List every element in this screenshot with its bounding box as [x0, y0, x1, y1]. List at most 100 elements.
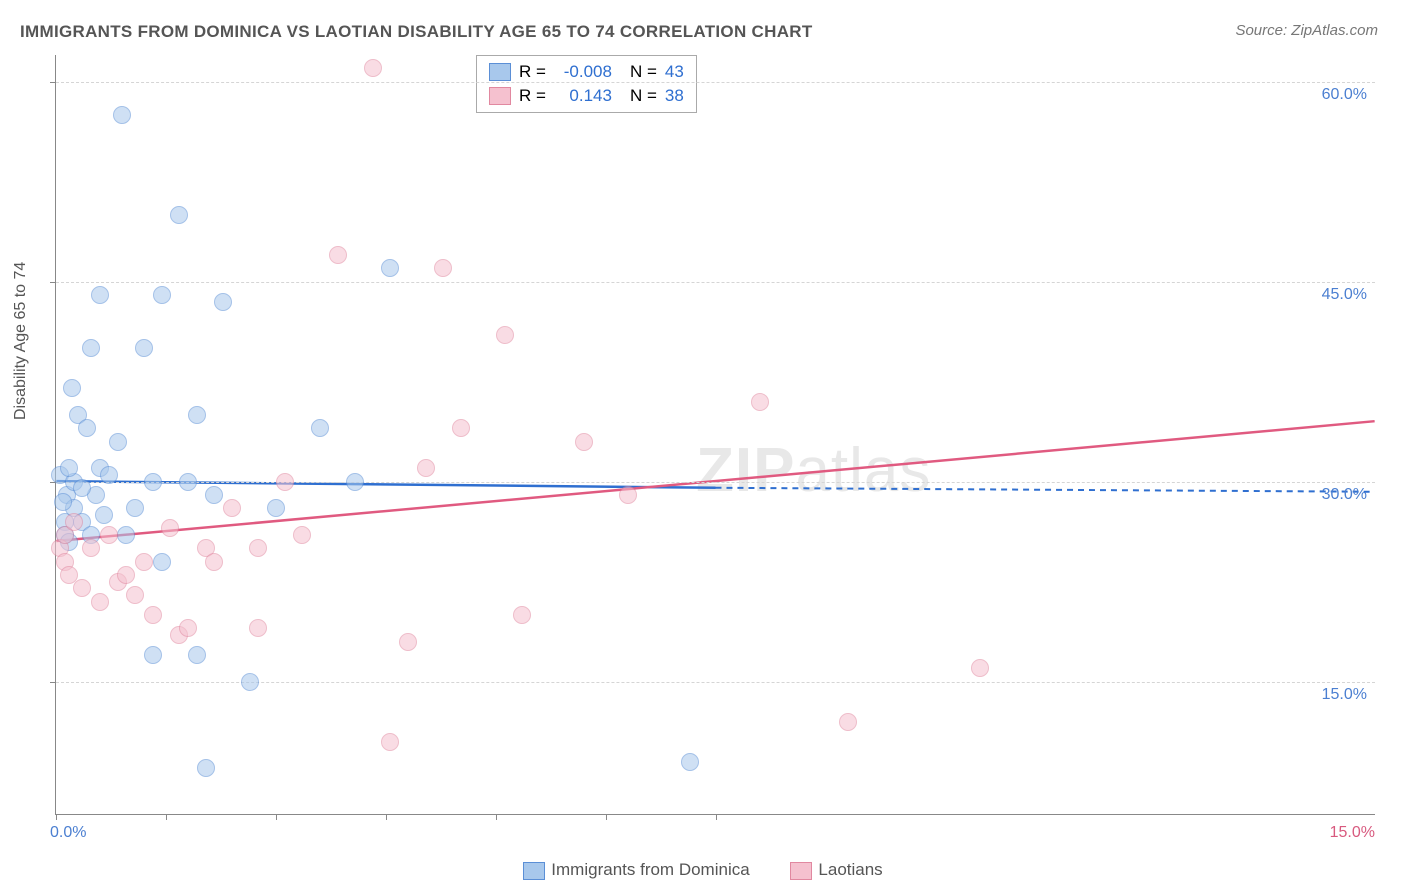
chart-title: IMMIGRANTS FROM DOMINICA VS LAOTIAN DISA…: [20, 22, 813, 42]
data-point: [91, 593, 109, 611]
y-tick-label: 60.0%: [1322, 86, 1367, 104]
y-tick-label: 30.0%: [1322, 486, 1367, 504]
legend-row-dominica: R = -0.008 N = 43: [489, 60, 684, 84]
x-tick-mark: [716, 814, 717, 820]
data-point: [82, 539, 100, 557]
correlation-legend: R = -0.008 N = 43 R = 0.143 N = 38: [476, 55, 697, 113]
data-point: [241, 673, 259, 691]
data-point: [575, 433, 593, 451]
data-point: [267, 499, 285, 517]
y-tick-mark: [50, 82, 56, 83]
data-point: [417, 459, 435, 477]
data-point: [144, 473, 162, 491]
x-tick-mark: [496, 814, 497, 820]
data-point: [73, 479, 91, 497]
r-label: R =: [519, 86, 546, 106]
data-point: [135, 553, 153, 571]
data-point: [60, 459, 78, 477]
chart-container: IMMIGRANTS FROM DOMINICA VS LAOTIAN DISA…: [0, 0, 1406, 892]
data-point: [95, 506, 113, 524]
x-origin-label: 0.0%: [50, 824, 86, 842]
watermark-rest: atlas: [795, 436, 931, 505]
data-point: [293, 526, 311, 544]
data-point: [381, 733, 399, 751]
legend-item-dominica: Immigrants from Dominica: [523, 860, 754, 879]
swatch-laotians-icon: [790, 862, 812, 880]
x-tick-mark: [276, 814, 277, 820]
data-point: [117, 566, 135, 584]
data-point: [223, 499, 241, 517]
swatch-dominica-icon: [523, 862, 545, 880]
x-tick-mark: [56, 814, 57, 820]
data-point: [249, 539, 267, 557]
data-point: [117, 526, 135, 544]
gridline: [56, 82, 1375, 83]
data-point: [681, 753, 699, 771]
data-point: [179, 473, 197, 491]
plot-area: ZIPatlas R = -0.008 N = 43 R = 0.143 N =…: [55, 55, 1375, 815]
r-label: R =: [519, 62, 546, 82]
data-point: [751, 393, 769, 411]
legend-row-laotians: R = 0.143 N = 38: [489, 84, 684, 108]
x-tick-mark: [166, 814, 167, 820]
r-value-laotians: 0.143: [554, 86, 612, 106]
data-point: [197, 759, 215, 777]
data-point: [205, 486, 223, 504]
data-point: [161, 519, 179, 537]
gridline: [56, 482, 1375, 483]
r-value-dominica: -0.008: [554, 62, 612, 82]
data-point: [113, 106, 131, 124]
n-value-dominica: 43: [665, 62, 684, 82]
trendlines-svg: [56, 55, 1375, 814]
x-max-label: 15.0%: [1330, 824, 1375, 842]
data-point: [78, 419, 96, 437]
data-point: [311, 419, 329, 437]
data-point: [144, 606, 162, 624]
data-point: [399, 633, 417, 651]
y-tick-mark: [50, 682, 56, 683]
data-point: [329, 246, 347, 264]
x-tick-mark: [386, 814, 387, 820]
legend-label-laotians: Laotians: [818, 860, 882, 879]
legend-item-laotians: Laotians: [790, 860, 882, 879]
data-point: [144, 646, 162, 664]
data-point: [73, 579, 91, 597]
data-point: [82, 339, 100, 357]
data-point: [496, 326, 514, 344]
y-axis-label: Disability Age 65 to 74: [12, 262, 30, 420]
n-value-laotians: 38: [665, 86, 684, 106]
data-point: [100, 466, 118, 484]
data-point: [364, 59, 382, 77]
data-point: [276, 473, 294, 491]
data-point: [91, 286, 109, 304]
data-point: [381, 259, 399, 277]
data-point: [170, 206, 188, 224]
watermark: ZIPatlas: [696, 435, 931, 506]
data-point: [65, 513, 83, 531]
y-tick-label: 15.0%: [1322, 686, 1367, 704]
y-tick-label: 45.0%: [1322, 286, 1367, 304]
data-point: [434, 259, 452, 277]
data-point: [54, 493, 72, 511]
watermark-bold: ZIP: [696, 436, 795, 505]
data-point: [971, 659, 989, 677]
swatch-laotians: [489, 87, 511, 105]
n-label: N =: [630, 62, 657, 82]
data-point: [126, 586, 144, 604]
data-point: [346, 473, 364, 491]
data-point: [179, 619, 197, 637]
series-legend: Immigrants from Dominica Laotians: [0, 860, 1406, 880]
data-point: [109, 433, 127, 451]
n-label: N =: [630, 86, 657, 106]
data-point: [188, 646, 206, 664]
data-point: [153, 286, 171, 304]
data-point: [249, 619, 267, 637]
data-point: [100, 526, 118, 544]
data-point: [126, 499, 144, 517]
data-point: [188, 406, 206, 424]
data-point: [214, 293, 232, 311]
source-label: Source: ZipAtlas.com: [1235, 22, 1378, 39]
data-point: [153, 553, 171, 571]
legend-label-dominica: Immigrants from Dominica: [551, 860, 749, 879]
y-tick-mark: [50, 282, 56, 283]
